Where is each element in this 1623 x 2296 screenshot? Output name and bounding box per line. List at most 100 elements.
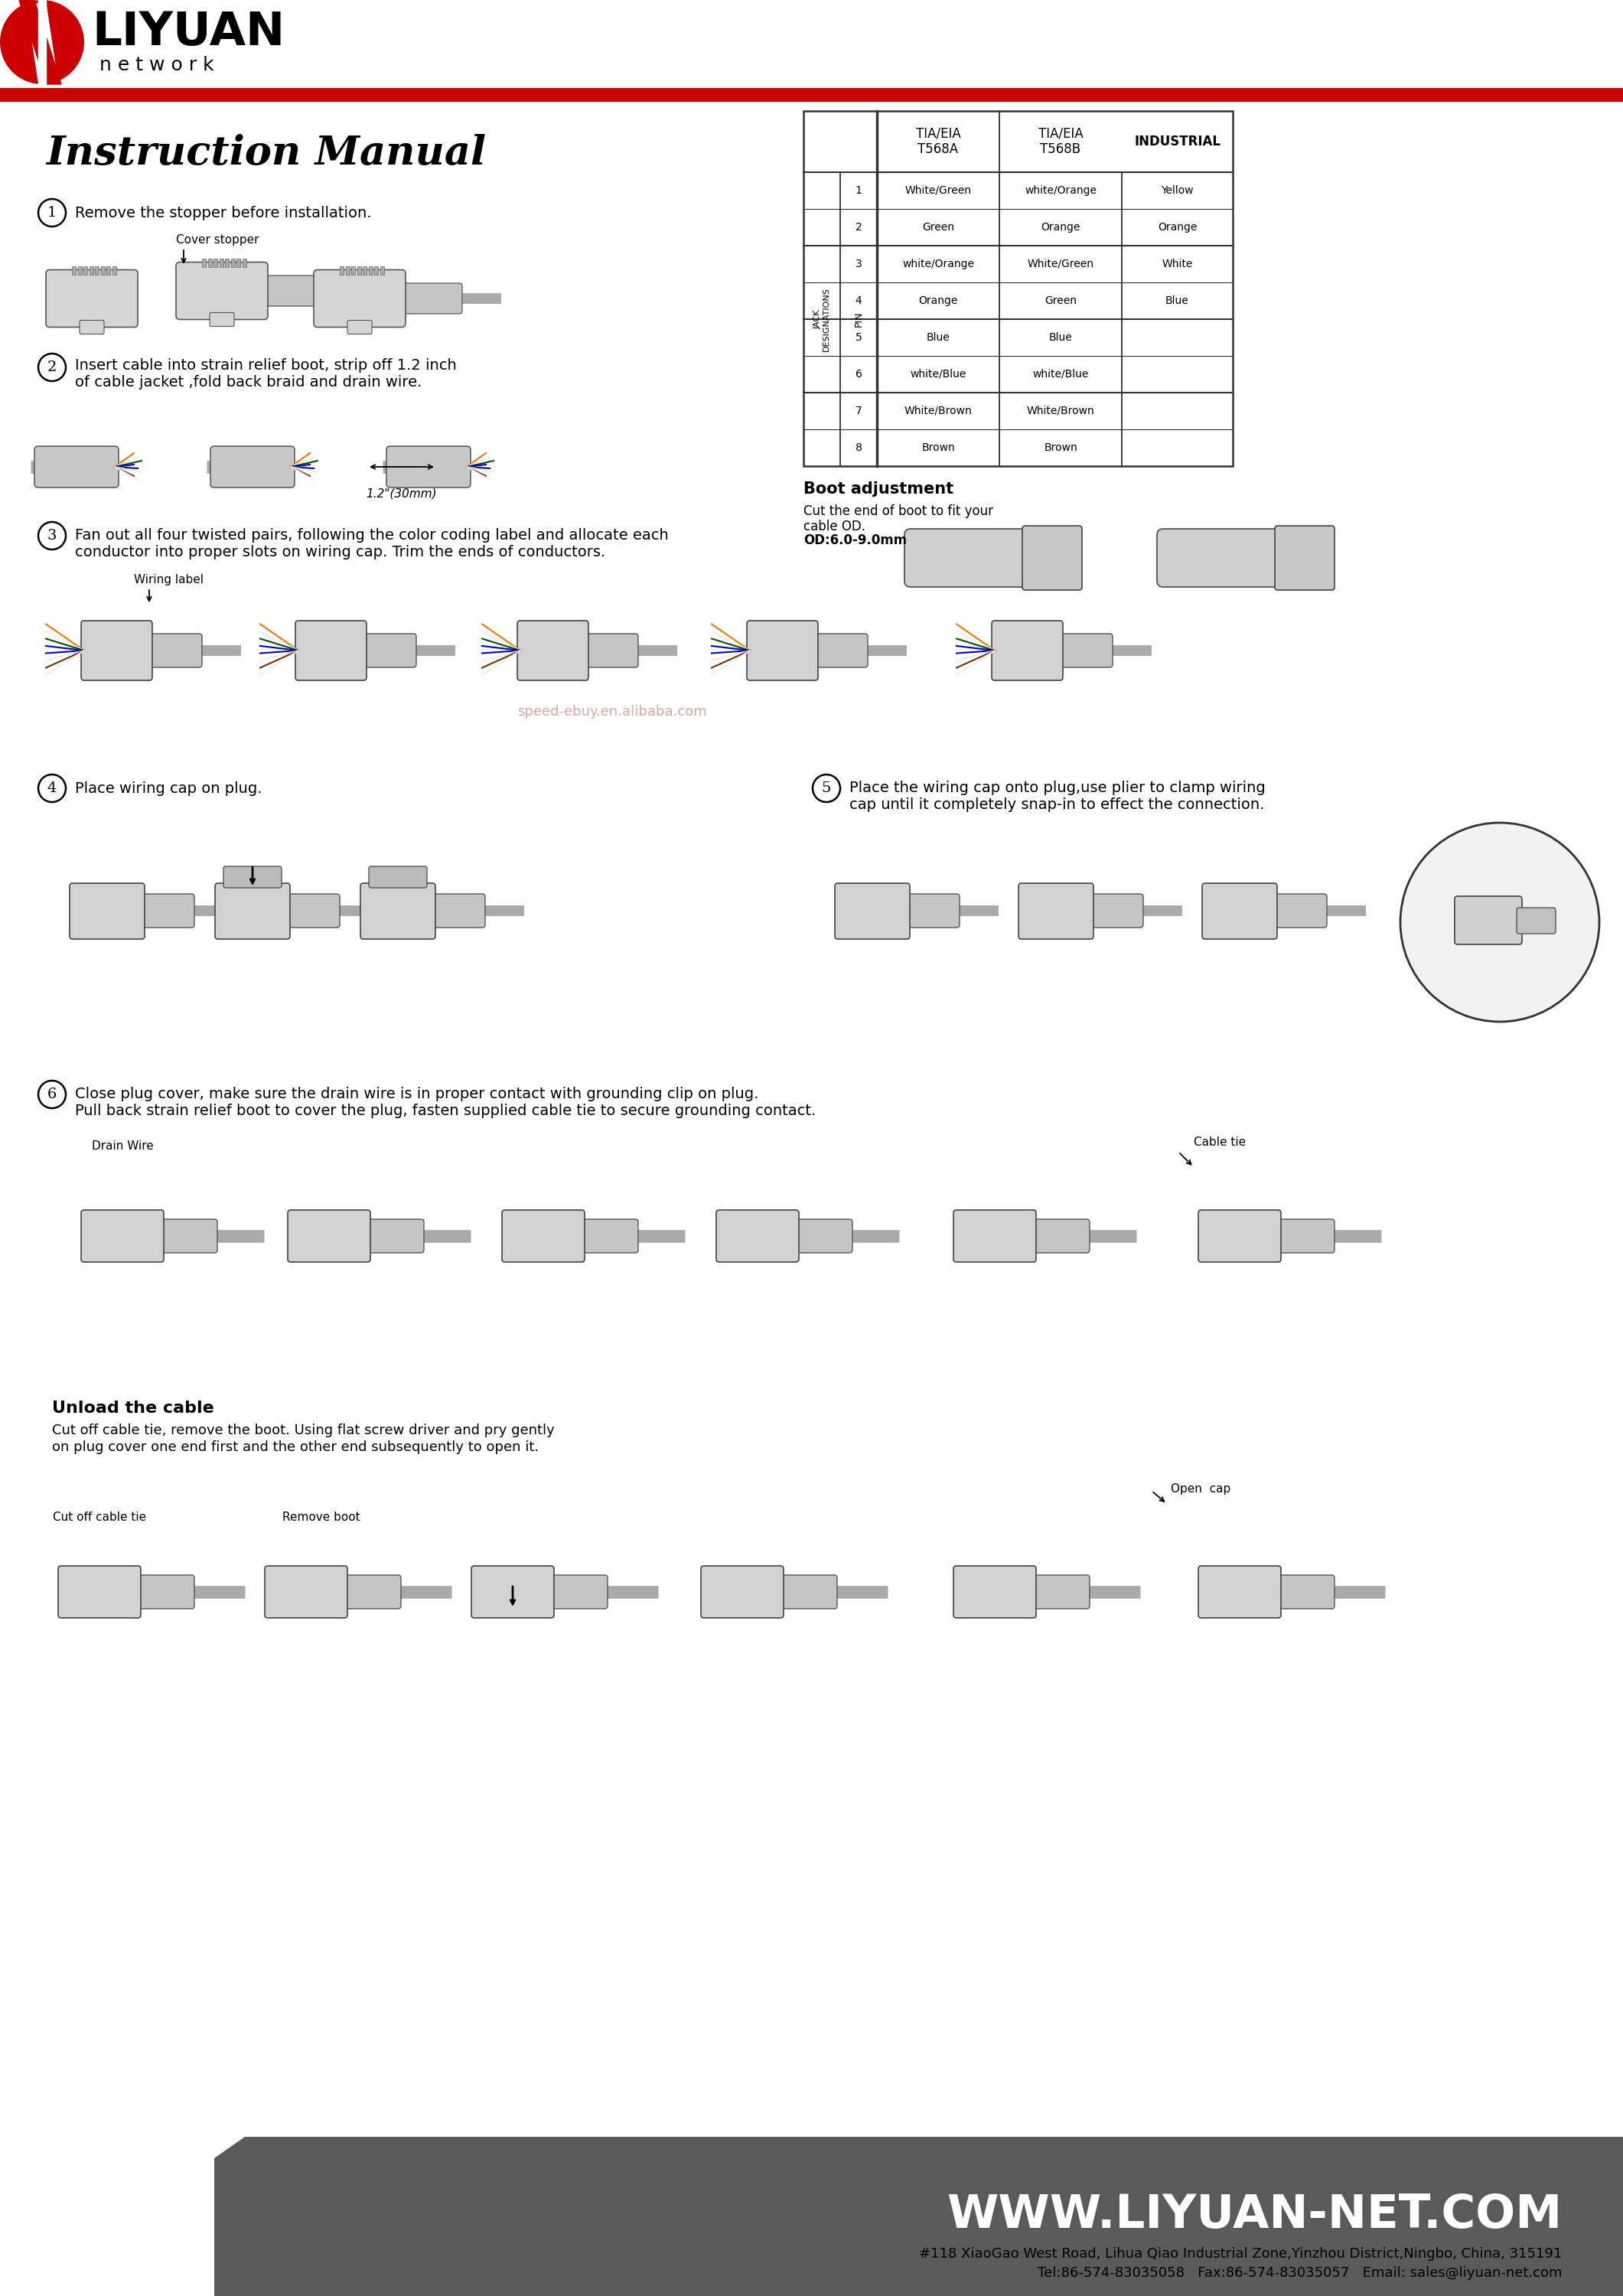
Text: white/Blue: white/Blue (1032, 370, 1089, 379)
FancyBboxPatch shape (209, 312, 234, 326)
Bar (107, 266, 110, 276)
Bar (89, 266, 93, 276)
Text: White/Brown: White/Brown (1027, 406, 1094, 416)
Text: OD:6.0-9.0mm: OD:6.0-9.0mm (803, 533, 907, 546)
Text: on plug cover one end first and the other end subsequently to open it.: on plug cover one end first and the othe… (52, 1440, 539, 1453)
FancyBboxPatch shape (904, 528, 1039, 588)
Circle shape (1401, 822, 1599, 1022)
FancyBboxPatch shape (792, 1219, 852, 1254)
Bar (214, 259, 217, 266)
Text: Blue: Blue (1165, 296, 1190, 305)
FancyBboxPatch shape (992, 620, 1063, 680)
Text: Place wiring cap on plug.: Place wiring cap on plug. (75, 781, 261, 797)
Text: #118 XiaoGao West Road, Lihua Qiao Industrial Zone,Yinzhou District,Ningbo, Chin: #118 XiaoGao West Road, Lihua Qiao Indus… (919, 2248, 1561, 2262)
Text: conductor into proper slots on wiring cap. Trim the ends of conductors.: conductor into proper slots on wiring ca… (75, 544, 605, 560)
Text: 8: 8 (855, 443, 862, 452)
FancyBboxPatch shape (518, 620, 589, 680)
FancyBboxPatch shape (1198, 1210, 1281, 1263)
FancyBboxPatch shape (1274, 526, 1334, 590)
Bar (375, 266, 378, 276)
Bar (0, 87, 1623, 101)
FancyBboxPatch shape (157, 1219, 217, 1254)
FancyBboxPatch shape (284, 893, 339, 928)
FancyBboxPatch shape (1157, 528, 1292, 588)
Text: Drain Wire: Drain Wire (91, 1141, 153, 1153)
Circle shape (39, 521, 67, 549)
FancyBboxPatch shape (45, 271, 138, 328)
Text: 6: 6 (855, 370, 862, 379)
Bar (351, 266, 355, 276)
Text: 3: 3 (855, 259, 862, 269)
Polygon shape (28, 5, 57, 80)
Text: cable OD.: cable OD. (803, 519, 865, 533)
Polygon shape (19, 0, 62, 85)
Bar (94, 266, 99, 276)
FancyBboxPatch shape (399, 282, 463, 315)
FancyBboxPatch shape (904, 893, 959, 928)
FancyBboxPatch shape (549, 1575, 607, 1609)
Text: 2: 2 (47, 360, 57, 374)
Text: 7: 7 (855, 406, 862, 416)
Text: Unload the cable: Unload the cable (52, 1401, 214, 1417)
FancyBboxPatch shape (1031, 1575, 1089, 1609)
Text: LIYUAN: LIYUAN (93, 9, 284, 55)
Text: 1: 1 (47, 207, 57, 220)
FancyBboxPatch shape (34, 445, 118, 487)
Bar (346, 266, 349, 276)
Text: Orange: Orange (1157, 223, 1196, 232)
Text: white/Orange: white/Orange (1024, 186, 1097, 195)
FancyBboxPatch shape (1203, 884, 1277, 939)
Bar (71, 266, 76, 276)
Bar (214, 2158, 1623, 2296)
Bar (78, 266, 81, 276)
Text: Blue: Blue (927, 333, 949, 342)
FancyBboxPatch shape (1271, 893, 1328, 928)
Text: Green: Green (922, 223, 954, 232)
Text: Brown: Brown (1044, 443, 1078, 452)
FancyBboxPatch shape (1019, 884, 1094, 939)
Bar (357, 266, 360, 276)
Circle shape (39, 1081, 67, 1109)
Text: Yellow: Yellow (1160, 186, 1193, 195)
Polygon shape (39, 0, 45, 85)
Text: Cover stopper: Cover stopper (175, 234, 260, 246)
Text: White/Green: White/Green (1027, 259, 1094, 269)
Bar (83, 266, 88, 276)
Circle shape (0, 0, 84, 85)
FancyBboxPatch shape (364, 1219, 424, 1254)
FancyBboxPatch shape (80, 321, 104, 335)
FancyBboxPatch shape (386, 445, 471, 487)
FancyBboxPatch shape (1198, 1566, 1281, 1619)
Bar (112, 266, 115, 276)
Text: 5: 5 (821, 781, 831, 794)
Bar (208, 259, 211, 266)
Bar (219, 259, 222, 266)
FancyBboxPatch shape (146, 634, 201, 668)
FancyBboxPatch shape (360, 634, 415, 668)
Text: Wiring label: Wiring label (135, 574, 203, 585)
Bar (230, 259, 235, 266)
Text: WWW.LIYUAN-NET.COM: WWW.LIYUAN-NET.COM (946, 2193, 1561, 2239)
Circle shape (39, 200, 67, 227)
Text: n e t w o r k: n e t w o r k (99, 55, 214, 73)
Text: Cut off cable tie, remove the boot. Using flat screw driver and pry gently: Cut off cable tie, remove the boot. Usin… (52, 1424, 555, 1437)
Text: PIN: PIN (854, 312, 863, 326)
Text: Brown: Brown (922, 443, 954, 452)
Text: white/Blue: white/Blue (911, 370, 966, 379)
FancyBboxPatch shape (1454, 895, 1522, 944)
FancyBboxPatch shape (716, 1210, 799, 1263)
Text: 4: 4 (47, 781, 57, 794)
Text: Pull back strain relief boot to cover the plug, fasten supplied cable tie to sec: Pull back strain relief boot to cover th… (75, 1104, 816, 1118)
FancyBboxPatch shape (211, 445, 295, 487)
FancyBboxPatch shape (1516, 907, 1556, 934)
FancyBboxPatch shape (1022, 526, 1083, 590)
Polygon shape (214, 2138, 1623, 2158)
Text: 4: 4 (855, 296, 862, 305)
Text: Green: Green (1045, 296, 1076, 305)
Text: speed-ebuy.en.alibaba.com: speed-ebuy.en.alibaba.com (518, 705, 708, 719)
FancyBboxPatch shape (341, 1575, 401, 1609)
FancyBboxPatch shape (1087, 893, 1143, 928)
FancyBboxPatch shape (360, 884, 435, 939)
FancyBboxPatch shape (1274, 1575, 1334, 1609)
Text: INDUSTRIAL: INDUSTRIAL (1134, 135, 1220, 149)
